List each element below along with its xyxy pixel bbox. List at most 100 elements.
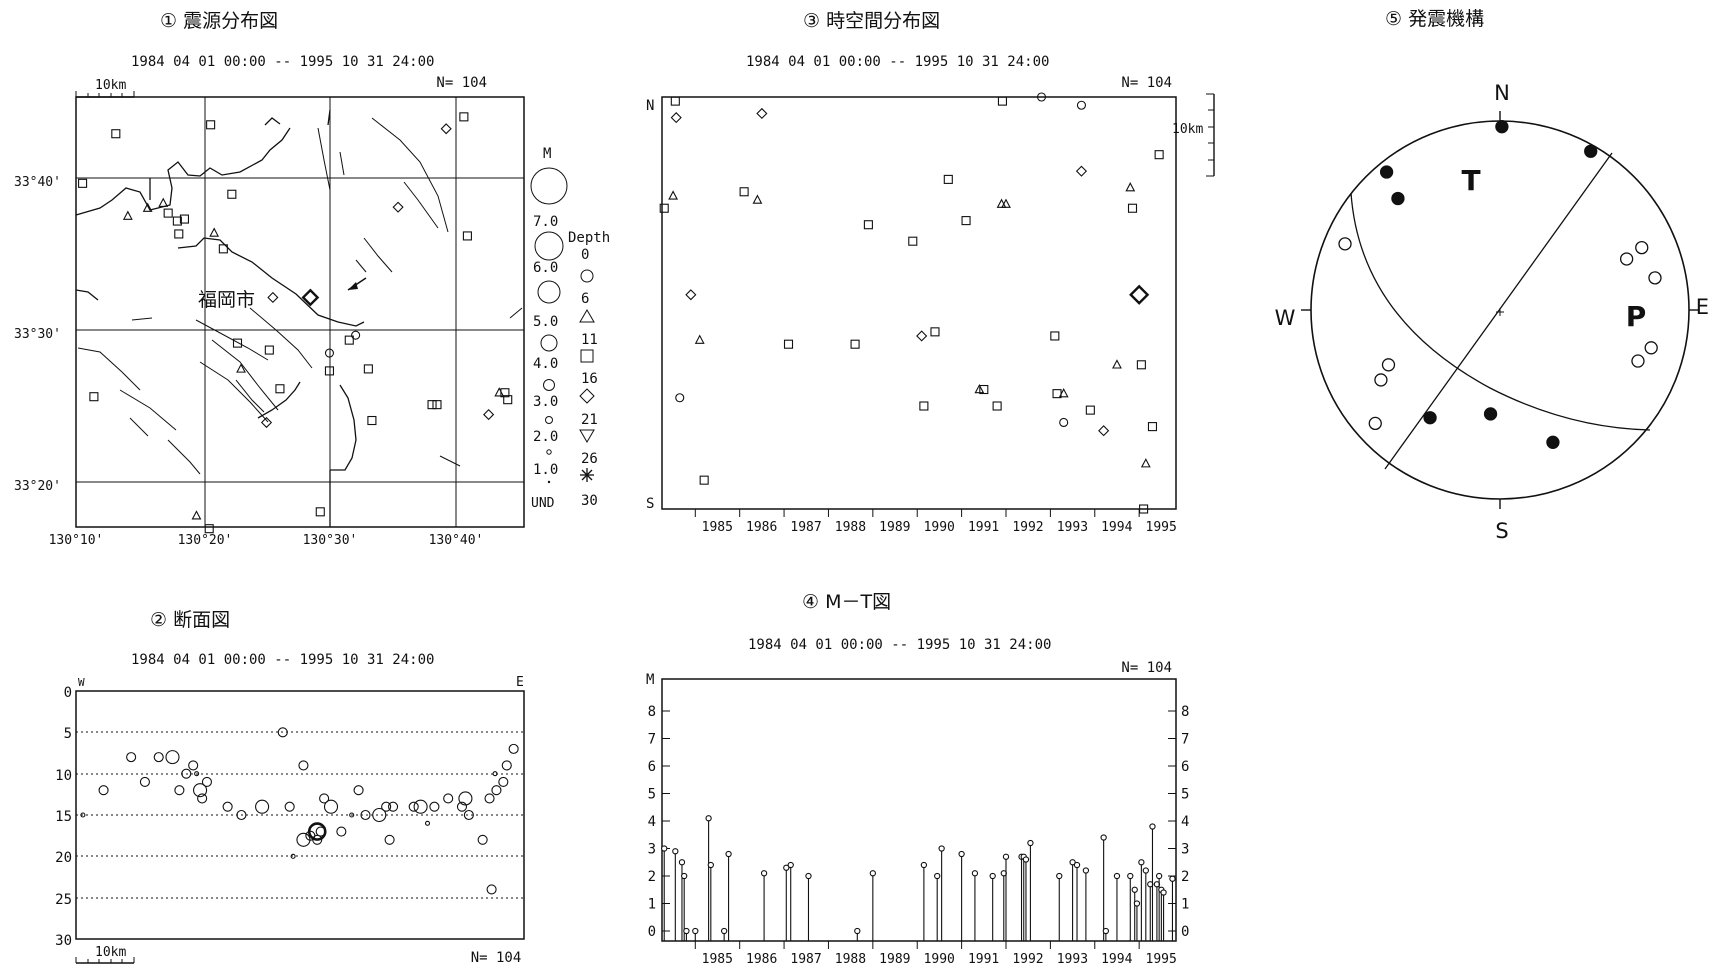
section-point [201,776,213,787]
spacetime-year-label: 1995 [1146,520,1177,535]
spacetime-point [916,330,928,342]
legend-depth-mark-21 [579,429,595,443]
mt-events [661,815,1176,941]
epicenter-point [111,129,121,139]
section-point [491,785,502,796]
section-point [336,826,347,837]
mt-event-head [692,927,699,935]
epicenter-period: 1984 04 01 00:00 -- 1995 10 31 24:00 [131,54,434,70]
mechanism-title: ⑤ 発震機構 [1385,8,1484,30]
dilatation-point [1631,354,1645,368]
legend-m-title: M [543,146,551,162]
mt-year-label: 1990 [924,952,955,967]
mt-event-head [1142,867,1149,874]
mt-event-head [1069,859,1076,866]
epicenter-grid [76,97,524,527]
spacetime-point [1085,405,1095,415]
mt-y-axes: 0 0 1 1 2 2 3 3 4 4 5 5 6 6 7 7 8 8 [648,704,1190,940]
mt-right-tick-label: 6 [1181,759,1189,775]
compression-point [1546,435,1560,449]
epicenter-point [232,338,243,348]
mt-event-head [681,872,688,880]
legend-m-6: 6.0 [533,260,558,276]
mt-event-head [1133,900,1141,907]
legend-m-1: 1.0 [533,462,558,478]
mt-right-tick-label: 3 [1181,842,1189,858]
mt-y-label: M [646,672,654,688]
mt-year-label: 1992 [1012,952,1043,967]
legend-depth-16: 16 [581,371,598,387]
section-point [424,820,431,826]
mt-event-head [1082,867,1090,874]
spacetime-point [694,334,705,344]
dilatation-point [1381,358,1396,372]
dilatation-point [1644,341,1658,355]
city-label: 福岡市 [198,289,255,311]
epicenter-point [172,216,182,226]
mt-event-head [920,861,928,869]
mt-year-label: 1993 [1057,952,1088,967]
section-point [463,809,474,821]
spacetime-point [670,96,680,106]
depth-tick-0: 0 [64,685,72,701]
epicenter-scale-bar: 10km [75,78,135,98]
legend-m-4: 4.0 [533,356,558,372]
epicenter-point [179,214,189,224]
epicenter-point [209,227,220,237]
mt-event-head [672,848,679,855]
section-point [298,760,309,771]
mt-event-head [707,861,714,869]
spacetime-point [850,339,860,349]
lat-label-3: 33°20' [14,479,61,494]
mt-event-head [1073,861,1081,869]
mt-year-label: 1985 [702,952,733,967]
section-point [80,812,86,818]
section-point [360,809,371,821]
epicenter-title: ① 震源分布図 [160,10,278,32]
legend-m-7: 7.0 [533,214,558,230]
spacetime-points [659,92,1164,514]
dilatation-point [1635,240,1649,255]
spacetime-count: N= 104 [1121,75,1172,91]
spacetime-year-label: 1986 [746,520,777,535]
legend-m-circle-4 [540,334,558,352]
compression-point [1379,165,1394,179]
dilatation-point [1648,271,1662,285]
spacetime-year-label: 1991 [968,520,999,535]
epicenter-point [275,384,285,394]
section-point [284,801,295,812]
section-point-main [307,822,327,841]
section-point [312,834,323,845]
spacetime-year-label: 1988 [835,520,866,535]
compression-point [1423,411,1437,425]
section-depth-ticks: 0 5 10 15 20 25 30 [55,685,72,949]
depth-tick-20: 20 [55,850,72,866]
mt-event-head [661,845,668,852]
epicenter-point [174,229,184,239]
compression-point [1495,120,1509,134]
mt-right-tick-label: 8 [1181,704,1189,720]
legend-m-circle-7 [530,167,568,205]
section-point [381,801,392,812]
legend-depth-30: 30 [581,493,598,509]
section-point [255,799,270,814]
mt-period: 1984 04 01 00:00 -- 1995 10 31 24:00 [748,637,1051,653]
spacetime-north: N [646,98,654,114]
epicenter-point [462,231,472,241]
spacetime-point [961,216,971,226]
section-point [508,743,519,754]
spacetime-point [992,401,1002,411]
section-east-label: E [516,675,524,690]
section-point [188,760,199,771]
mt-right-tick-label: 0 [1181,924,1189,940]
spacetime-scale: 10km [1172,93,1215,177]
epicenter-point [351,330,361,340]
mt-left-tick-label: 2 [648,869,656,885]
spacetime-point [659,203,669,213]
spacetime-point [930,327,940,337]
mt-left-tick-label: 1 [648,897,656,913]
mt-event-head [1160,889,1167,896]
spacetime-point [1036,92,1047,102]
epicenter-point [206,120,216,130]
section-point [222,801,233,812]
